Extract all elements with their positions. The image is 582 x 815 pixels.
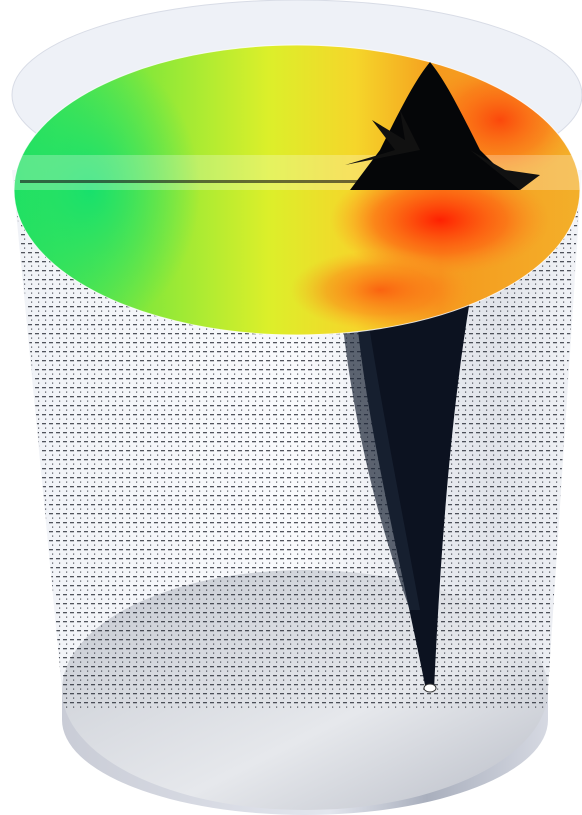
cfd-view bbox=[0, 0, 582, 815]
outlet bbox=[424, 684, 436, 692]
page bbox=[0, 0, 582, 815]
